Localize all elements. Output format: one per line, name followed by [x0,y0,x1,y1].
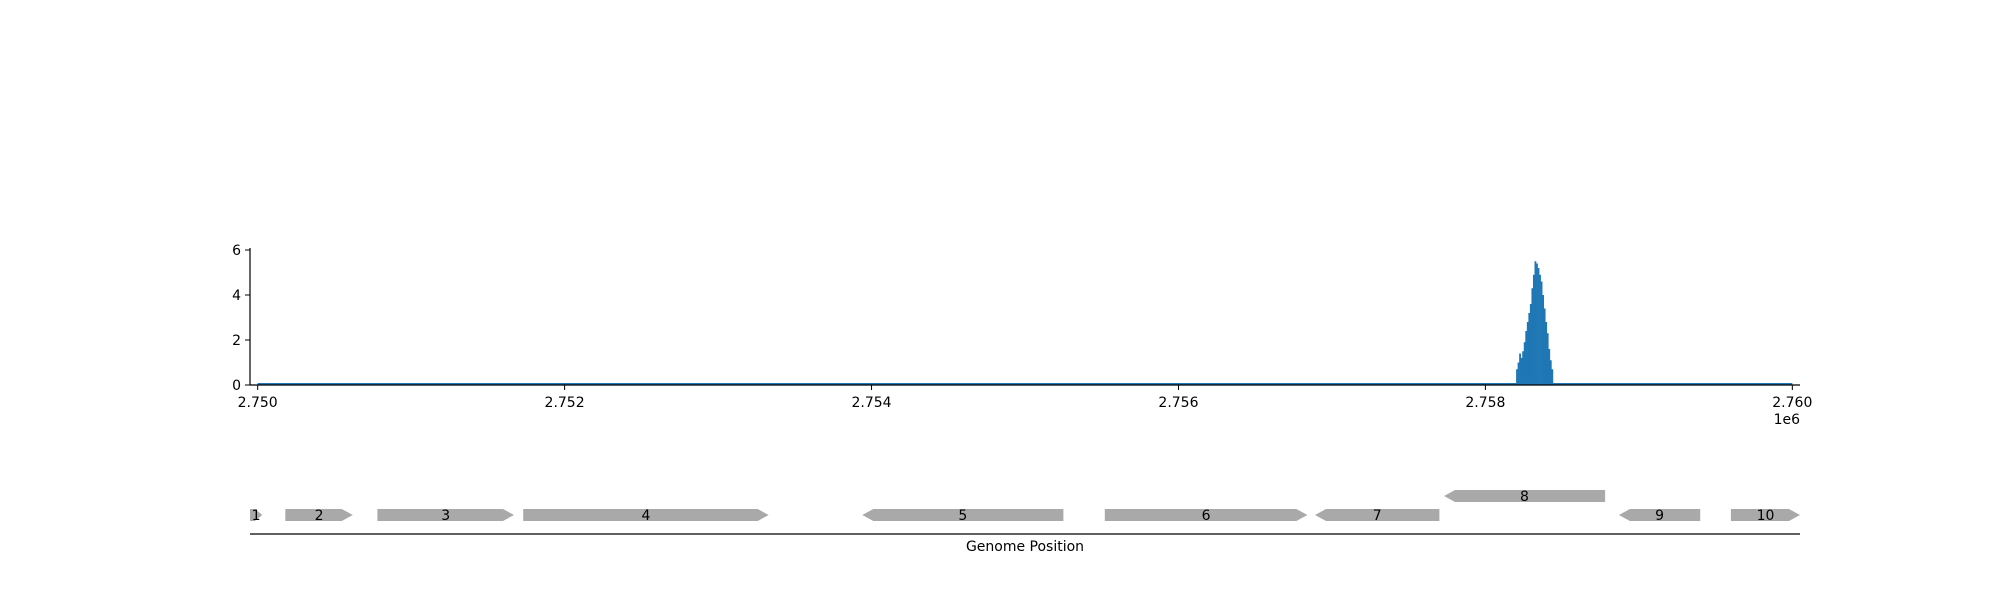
coverage-bar [1534,261,1537,385]
coverage-bar [1551,369,1554,385]
coverage-bar [1528,313,1531,385]
gene-arrow [1444,490,1606,502]
gene-label: 10 [1757,508,1775,524]
coverage-bar [1526,322,1529,385]
coverage-bar [1522,351,1525,385]
coverage-bar [1540,281,1543,385]
coverage-bar [1537,268,1540,385]
coverage-bar [1548,349,1551,385]
coverage-bar [1546,333,1549,385]
gene-label: 3 [441,508,450,524]
gene-arrow [250,509,263,521]
coverage-bar [1525,331,1528,385]
x-axis-offset-label: 1e6 [1774,412,1801,428]
gene-label: 5 [958,508,967,524]
coverage-chart: 0 2 4 6 2.750 2.752 2.754 2.756 2.758 2.760 1e6 [232,243,1812,428]
gene-arrow [1730,509,1800,521]
x-tick-label: 2.760 [1772,395,1812,411]
coverage-bar [1531,288,1534,385]
coverage-bar [1523,342,1526,385]
coverage-bar [1543,308,1546,385]
gene-arrow [523,509,769,521]
y-axis-ticks: 0 2 4 6 [232,243,250,394]
coverage-bar [1536,263,1538,385]
y-tick-label: 4 [232,288,241,304]
gene-label: 2 [315,508,324,524]
x-axis-ticks: 2.750 2.752 2.754 2.756 2.758 2.760 [238,385,1812,411]
gene-label: 7 [1373,508,1382,524]
coverage-bar [1517,362,1520,385]
gene-track-xlabel: Genome Position [966,539,1084,555]
coverage-bar [1519,353,1521,385]
gene-arrow [1104,509,1308,521]
coverage-bar [1542,295,1545,385]
coverage-bar [1532,274,1535,385]
gene-arrow [1315,509,1440,521]
coverage-bar [1539,274,1541,385]
x-tick-label: 2.754 [851,395,891,411]
gene-label: 6 [1202,508,1211,524]
coverage-bars [1516,261,1554,385]
gene-track: 1 2 3 4 5 6 7 8 9 10 Genome Position [250,489,1800,555]
x-tick-label: 2.758 [1465,395,1505,411]
gene-arrow [1618,509,1701,521]
x-tick-label: 2.756 [1158,395,1198,411]
y-tick-label: 2 [232,333,241,349]
y-tick-label: 0 [232,378,241,394]
gene-label: 4 [641,508,650,524]
gene-arrow [285,509,353,521]
coverage-bar [1516,369,1518,385]
gene-label: 1 [252,508,261,524]
y-tick-label: 6 [232,243,241,259]
x-tick-label: 2.750 [238,395,278,411]
coverage-bar [1545,322,1548,385]
gene-label: 8 [1520,489,1529,505]
gene-arrow [377,509,514,521]
gene-arrows: 1 2 3 4 5 6 7 8 9 10 [250,489,1800,524]
gene-arrow [862,509,1064,521]
coverage-bar [1549,360,1552,385]
x-tick-label: 2.752 [545,395,585,411]
coverage-bar [1520,358,1523,385]
coverage-bar [1529,304,1532,385]
gene-label: 9 [1655,508,1664,524]
